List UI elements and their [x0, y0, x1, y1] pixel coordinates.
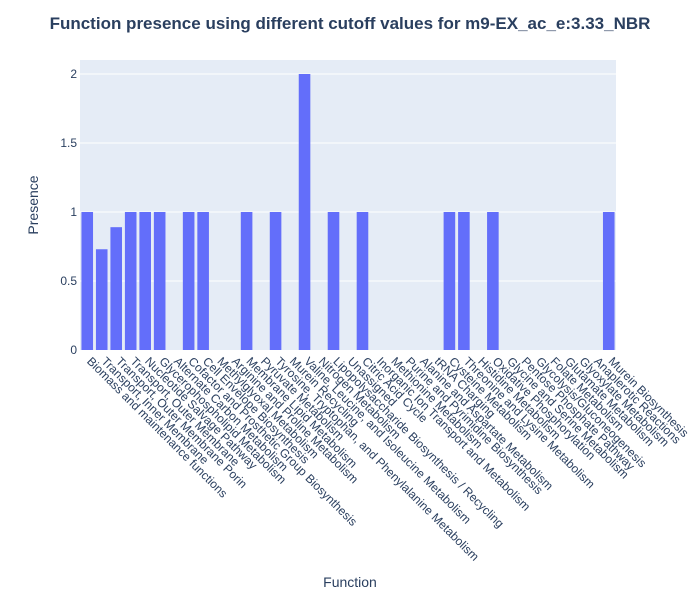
bar[interactable]: [269, 212, 282, 350]
bar[interactable]: [298, 74, 311, 350]
bar[interactable]: [182, 212, 195, 350]
y-tick-label: 1.5: [60, 136, 77, 150]
plot-area: [80, 60, 616, 350]
bar[interactable]: [81, 212, 94, 350]
bar[interactable]: [124, 212, 137, 350]
bar[interactable]: [95, 249, 108, 350]
y-tick-label: 1: [70, 205, 77, 219]
gridlines: [80, 73, 616, 282]
bar[interactable]: [458, 212, 470, 350]
y-tick-label: 0.5: [60, 274, 77, 288]
bar[interactable]: [602, 212, 615, 350]
x-axis-label: Function: [323, 574, 377, 590]
bar[interactable]: [356, 212, 369, 350]
bar[interactable]: [487, 212, 499, 350]
bar[interactable]: [327, 212, 340, 350]
chart-title: Function presence using different cutoff…: [49, 14, 651, 33]
bars: [81, 74, 615, 350]
y-tick-label: 0: [70, 343, 77, 357]
y-tick-label: 2: [70, 67, 77, 81]
bar[interactable]: [139, 212, 151, 350]
bar[interactable]: [197, 212, 209, 350]
bar[interactable]: [153, 212, 166, 350]
bar[interactable]: [443, 212, 456, 350]
x-tick-labels: Biomass and maintenance functionsTranspo…: [84, 354, 691, 563]
bar[interactable]: [240, 212, 253, 350]
bar[interactable]: [110, 227, 123, 350]
y-tick-labels: 0 0.5 1 1.5 2: [60, 67, 77, 357]
